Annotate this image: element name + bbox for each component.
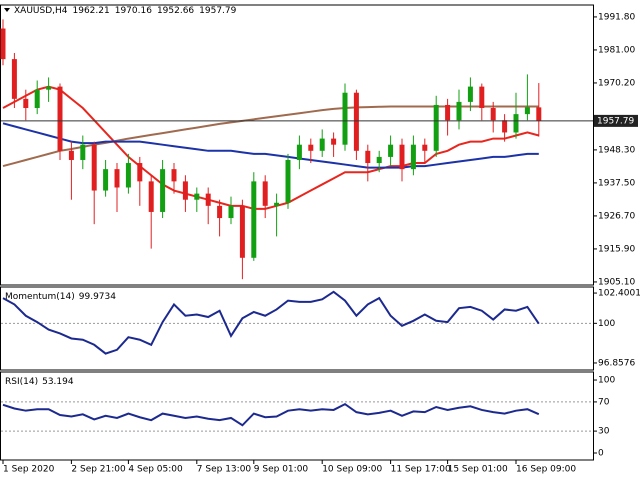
y-tick-label: 0 — [598, 448, 604, 458]
collapse-triangle — [4, 8, 10, 12]
candle-body — [160, 169, 166, 212]
ohlc-low: 1952.66 — [157, 6, 194, 16]
candle-body — [467, 86, 473, 102]
indicator-line — [2, 85, 540, 210]
ohlc-close: 1957.79 — [199, 6, 236, 16]
candle-body — [194, 193, 200, 200]
indicator-line — [2, 402, 540, 427]
y-tick-label: 1970.20 — [598, 78, 635, 88]
candle-body — [410, 144, 416, 170]
candle-body — [399, 144, 405, 170]
indicator-title: Momentum(14) 99.9734 — [5, 292, 116, 302]
indicator-line — [2, 290, 540, 355]
candle-body — [137, 163, 143, 182]
candle-body — [46, 86, 52, 90]
x-tick-label: 16 Sep 09:00 — [516, 465, 576, 475]
candle-body — [34, 89, 40, 109]
candle-body — [91, 144, 97, 191]
candle-body — [11, 59, 17, 99]
symbol: XAUUSD,H4 — [14, 6, 68, 16]
candle-body — [251, 181, 257, 258]
candle-body — [182, 181, 188, 200]
candle-body — [308, 144, 314, 151]
candle-body — [319, 138, 325, 151]
candle-body — [433, 104, 439, 151]
ohlc-open: 1962.21 — [73, 6, 110, 16]
y-tick-label: 70 — [598, 397, 610, 407]
candle-body — [331, 138, 337, 145]
x-tick-label: 1 Sep 2020 — [3, 465, 55, 475]
last-price-label: 1957.79 — [597, 116, 634, 126]
indicator-name: Momentum(14) — [5, 292, 75, 302]
candle-body — [513, 114, 519, 133]
candle-body — [0, 28, 6, 60]
y-tick-label: 1937.50 — [598, 178, 635, 188]
y-tick-label: 96.8576 — [598, 358, 635, 368]
x-tick-label: 7 Sep 13:00 — [197, 465, 252, 475]
x-tick-label: 2 Sep 21:00 — [71, 465, 126, 475]
candle-body — [171, 169, 177, 182]
y-tick-label: 102.4001 — [598, 289, 640, 299]
candle-body — [353, 92, 359, 151]
candle-body — [296, 144, 302, 160]
x-tick-label: 4 Sep 05:00 — [128, 465, 183, 475]
x-tick-label: 11 Sep 17:00 — [391, 465, 451, 475]
candle-body — [68, 150, 74, 160]
candle-body — [365, 150, 371, 164]
candle-body — [217, 205, 223, 219]
candle-body — [125, 163, 131, 188]
y-tick-label: 1991.80 — [598, 12, 635, 22]
y-tick-label: 1926.70 — [598, 211, 635, 221]
candle-body — [479, 86, 485, 109]
candle-body — [285, 159, 291, 203]
y-tick-label: 1981.00 — [598, 45, 635, 55]
ohlc-high: 1970.16 — [115, 6, 152, 16]
x-tick-label: 9 Sep 01:00 — [254, 465, 309, 475]
indicator-value: 53.194 — [42, 377, 74, 387]
candle-body — [80, 144, 86, 160]
y-tick-label: 1915.90 — [598, 244, 635, 254]
last-price-box — [594, 114, 638, 127]
candle-body — [456, 101, 462, 121]
x-tick-label: 10 Sep 09:00 — [322, 465, 382, 475]
candle-body — [274, 202, 280, 206]
indicator-line — [2, 122, 539, 169]
indicator-title: RSI(14) 53.194 — [5, 377, 74, 387]
candle-body — [502, 120, 508, 133]
candle-body — [57, 86, 63, 151]
panel-frame — [0, 286, 594, 371]
symbol-header: XAUUSD,H4 1962.21 1970.16 1952.66 1957.79 — [14, 6, 237, 16]
candle-body — [536, 107, 542, 121]
candle-body — [228, 205, 234, 219]
candle-body — [148, 181, 154, 212]
y-tick-label: 100 — [598, 319, 615, 329]
candle-body — [388, 144, 394, 157]
candle-body — [490, 108, 496, 121]
panel-frame — [0, 371, 594, 461]
candle-body — [422, 144, 428, 151]
candle-body — [342, 92, 348, 145]
candle-body — [205, 193, 211, 206]
candle-body — [376, 156, 382, 164]
candle-body — [103, 169, 109, 191]
y-tick-label: 1948.30 — [598, 145, 635, 155]
panel-frame — [0, 4, 594, 286]
indicator-value: 99.9734 — [79, 292, 116, 302]
y-tick-label: 1905.10 — [598, 277, 635, 287]
candle-body — [239, 205, 245, 258]
x-tick-label: 15 Sep 01:00 — [448, 465, 508, 475]
candle-body — [23, 98, 29, 109]
candle-body — [114, 169, 120, 188]
candle-body — [262, 181, 268, 206]
y-tick-label: 100 — [598, 376, 615, 386]
y-tick-label: 30 — [598, 427, 610, 437]
candle-body — [524, 107, 530, 115]
indicator-name: RSI(14) — [5, 377, 38, 387]
candle-body — [445, 104, 451, 121]
